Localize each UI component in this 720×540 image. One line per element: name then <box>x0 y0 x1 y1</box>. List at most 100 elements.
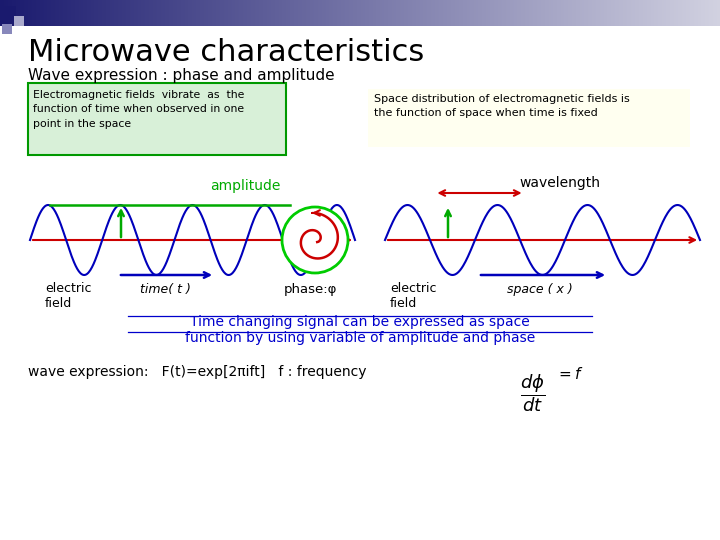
Bar <box>95 0 96 26</box>
Bar <box>219 0 220 26</box>
Bar <box>336 0 337 26</box>
Bar <box>13 0 14 26</box>
Bar <box>17 0 18 26</box>
Bar <box>294 0 295 26</box>
Bar <box>164 0 165 26</box>
Bar <box>315 0 316 26</box>
Bar <box>21 0 22 26</box>
Bar <box>555 0 556 26</box>
Bar <box>238 0 239 26</box>
Bar <box>228 0 229 26</box>
Bar <box>68 0 69 26</box>
Bar <box>118 0 119 26</box>
Bar <box>506 0 507 26</box>
Bar <box>344 0 345 26</box>
Bar <box>619 0 620 26</box>
Bar <box>327 0 328 26</box>
Bar <box>9 0 10 26</box>
Bar <box>361 0 362 26</box>
Bar <box>94 0 95 26</box>
Bar <box>687 0 688 26</box>
Bar <box>615 0 616 26</box>
Bar <box>102 0 103 26</box>
Bar <box>368 0 369 26</box>
Bar <box>532 0 533 26</box>
Bar <box>711 0 712 26</box>
Bar <box>6 0 7 26</box>
Bar <box>498 0 499 26</box>
Bar <box>542 0 543 26</box>
Bar <box>229 0 230 26</box>
Bar <box>299 0 300 26</box>
Bar <box>643 0 644 26</box>
Bar <box>435 0 436 26</box>
Bar <box>426 0 427 26</box>
Bar <box>507 0 508 26</box>
Bar <box>62 0 63 26</box>
Bar <box>96 0 97 26</box>
Circle shape <box>282 207 348 273</box>
Bar <box>638 0 639 26</box>
Bar <box>119 0 120 26</box>
Bar <box>216 0 217 26</box>
Bar <box>201 0 202 26</box>
Bar <box>622 0 623 26</box>
Bar <box>408 0 409 26</box>
Bar <box>573 0 574 26</box>
Bar <box>141 0 142 26</box>
Bar <box>109 0 110 26</box>
Bar <box>165 0 166 26</box>
Bar <box>87 0 88 26</box>
Bar <box>291 0 292 26</box>
Bar <box>160 0 161 26</box>
Bar <box>296 0 297 26</box>
Bar <box>447 0 448 26</box>
Bar <box>429 0 430 26</box>
Bar <box>100 0 101 26</box>
Bar <box>227 0 228 26</box>
Bar <box>400 0 401 26</box>
Bar <box>568 0 569 26</box>
Text: Space distribution of electromagnetic fields is
the function of space when time : Space distribution of electromagnetic fi… <box>374 94 630 118</box>
Bar <box>307 0 308 26</box>
Bar <box>454 0 455 26</box>
Bar <box>512 0 513 26</box>
Bar <box>509 0 510 26</box>
Bar <box>368 89 690 147</box>
Bar <box>357 0 358 26</box>
Bar <box>591 0 592 26</box>
Bar <box>305 0 306 26</box>
Bar <box>601 0 602 26</box>
Bar <box>488 0 489 26</box>
Bar <box>81 0 82 26</box>
Bar <box>626 0 627 26</box>
Bar <box>593 0 594 26</box>
Bar <box>323 0 324 26</box>
Bar <box>321 0 322 26</box>
Bar <box>455 0 456 26</box>
Bar <box>514 0 515 26</box>
Bar <box>562 0 563 26</box>
Bar <box>430 0 431 26</box>
Bar <box>8 0 9 26</box>
Bar <box>380 0 381 26</box>
Bar <box>649 0 650 26</box>
Bar <box>207 0 208 26</box>
Bar <box>352 0 353 26</box>
Bar <box>570 0 571 26</box>
Bar <box>99 0 100 26</box>
Bar <box>152 0 153 26</box>
Bar <box>418 0 419 26</box>
Bar <box>210 0 211 26</box>
Bar <box>658 0 659 26</box>
Bar <box>166 0 167 26</box>
Bar <box>197 0 198 26</box>
Bar <box>337 0 338 26</box>
Bar <box>652 0 653 26</box>
Bar <box>77 0 78 26</box>
Bar <box>19 0 20 26</box>
Bar <box>419 0 420 26</box>
Bar <box>269 0 270 26</box>
Bar <box>59 0 60 26</box>
Bar <box>167 0 168 26</box>
